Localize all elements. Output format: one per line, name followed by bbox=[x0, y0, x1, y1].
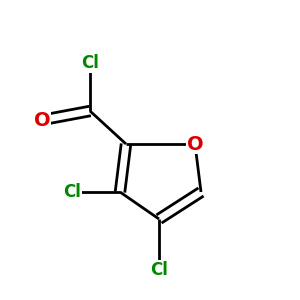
Text: O: O bbox=[34, 110, 50, 130]
Text: Cl: Cl bbox=[63, 183, 81, 201]
Text: O: O bbox=[187, 134, 203, 154]
Text: Cl: Cl bbox=[150, 261, 168, 279]
Text: Cl: Cl bbox=[81, 54, 99, 72]
